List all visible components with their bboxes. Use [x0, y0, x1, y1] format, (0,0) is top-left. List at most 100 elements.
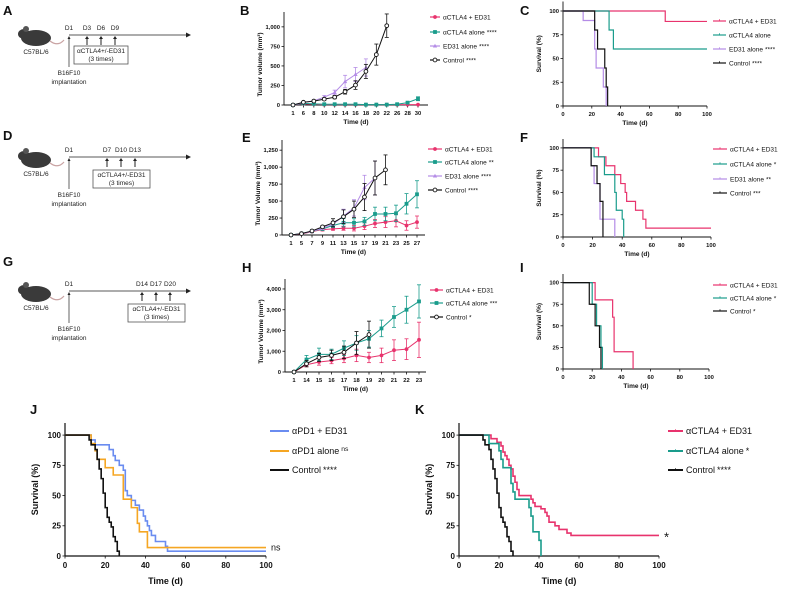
survival-curve — [563, 147, 604, 237]
dose-arrow-icon — [154, 292, 158, 295]
mouse-icon — [18, 26, 65, 46]
panel-label-A: A — [3, 3, 13, 18]
dose-arrow-icon — [119, 158, 123, 161]
dose-arrow-icon — [113, 36, 117, 39]
x-axis-title: Time (d) — [148, 576, 183, 586]
series-3 — [563, 10, 609, 106]
y-tick-label: 0 — [277, 103, 280, 109]
x-tick-label: 18 — [363, 111, 370, 117]
survival-curve — [563, 147, 616, 237]
survival-curve — [459, 434, 659, 537]
data-point — [301, 99, 306, 105]
significance-marker: **** — [481, 173, 492, 180]
y-tick-label: 0 — [275, 233, 278, 239]
legend-series-name: ED31 alone — [445, 173, 479, 180]
series-3 — [563, 147, 604, 237]
legend-series-name: αCTLA4 + ED31 — [445, 146, 493, 153]
data-point — [405, 100, 410, 105]
panel-label-G: G — [3, 254, 13, 269]
data-point — [433, 15, 437, 19]
legend-label: αCTLA4 alone — [729, 32, 771, 39]
treatment-schematic-G: C57BL/6 D1 D14 D17 D20 B16F10 implantation αCTL… — [18, 281, 191, 342]
legend-label: Control **** — [686, 465, 732, 475]
y-axis-title: Survival (%) — [536, 35, 543, 72]
panel-label-F: F — [520, 130, 528, 145]
y-axis-title: Survival (%) — [30, 464, 40, 516]
x-tick-label: 22 — [403, 378, 409, 384]
y-tick-label: 50 — [52, 491, 61, 500]
legend-label: αCTLA4 alone * — [686, 446, 750, 456]
treatment-label: αCTLA4+/-ED31 — [132, 306, 180, 313]
legend-item: αPD1 + ED31 — [270, 426, 347, 436]
x-tick-label: 60 — [575, 561, 584, 570]
y-tick-label: 2,000 — [266, 329, 281, 335]
x-tick-label: 21 — [382, 241, 389, 247]
legend-label: αCTLA4 + ED31 — [445, 146, 493, 153]
y-tick-label: 75 — [52, 461, 61, 470]
legend-label: ED31 alone **** — [729, 46, 776, 53]
series-2 — [563, 282, 602, 369]
data-point — [434, 314, 439, 320]
series-0 — [563, 10, 707, 23]
y-tick-label: 0 — [556, 235, 559, 241]
day-label: D7 — [103, 147, 112, 154]
data-point — [364, 102, 368, 107]
legend-label: αCTLA4 + ED31 — [686, 426, 752, 436]
treatment-box — [127, 303, 186, 323]
data-point — [343, 102, 347, 107]
legend-series-name: αCTLA4 alone — [730, 161, 772, 168]
legend-label: Control * — [730, 308, 756, 315]
y-tick-label: 100 — [442, 431, 456, 440]
legend-item: Control **** — [430, 57, 477, 64]
data-point — [299, 231, 304, 236]
x-tick-label: 60 — [646, 112, 652, 118]
chart-J: 0 25 50 75 100 0 20 40 60 80 100 Time (d) Survival (… — [30, 423, 349, 586]
legend-item: αCTLA4 + ED31 — [430, 14, 491, 21]
y-tick-label: 25 — [553, 80, 560, 86]
y-tick-label: 500 — [270, 64, 280, 70]
legend-item: αPD1 alone ns — [270, 446, 349, 456]
legend-label: αCTLA4 + ED31 — [730, 146, 778, 153]
x-tick-label: 100 — [704, 375, 714, 381]
x-tick-label: 18 — [353, 378, 360, 384]
x-axis-title: Time (d) — [624, 251, 649, 258]
series-1 — [563, 147, 625, 237]
legend-label: αCTLA4 + ED31 — [730, 282, 778, 289]
legend-label: αPD1 alone ns — [292, 446, 349, 456]
panel-label-K: K — [415, 402, 425, 417]
survival-curve — [563, 147, 711, 229]
data-point — [395, 102, 400, 107]
x-tick-label: 1 — [292, 378, 296, 384]
legend-item: Control **** — [428, 187, 479, 194]
survival-curve — [65, 434, 121, 556]
data-point — [291, 369, 297, 375]
series-0 — [65, 434, 266, 552]
significance-marker: ** — [489, 159, 495, 166]
x-tick-label: 20 — [373, 111, 379, 117]
data-point — [434, 301, 439, 305]
x-tick-label: 25 — [403, 241, 410, 247]
data-point — [352, 220, 356, 225]
survival-curve — [563, 10, 609, 106]
data-point — [404, 223, 409, 228]
y-tick-label: 25 — [553, 345, 560, 351]
legend-item: Control *** — [713, 190, 761, 197]
implant-label: implantation — [51, 335, 86, 342]
dose-arrow-icon — [168, 292, 172, 295]
x-tick-label: 23 — [416, 378, 423, 384]
data-point — [321, 96, 327, 102]
legend-label: αCTLA4 alone ** — [445, 159, 494, 166]
x-tick-label: 0 — [561, 375, 564, 381]
y-tick-label: 0 — [57, 552, 62, 561]
data-point — [309, 228, 315, 234]
data-point — [341, 349, 347, 355]
legend-series-name: ED31 alone — [729, 46, 763, 53]
data-point — [432, 57, 438, 63]
series-2 — [65, 434, 121, 556]
day-label: D1 — [65, 25, 74, 32]
legend-label: αCTLA4 alone * — [730, 161, 777, 168]
y-tick-label: 0 — [556, 367, 559, 373]
y-tick-label: 25 — [52, 522, 61, 531]
data-point — [394, 211, 398, 216]
